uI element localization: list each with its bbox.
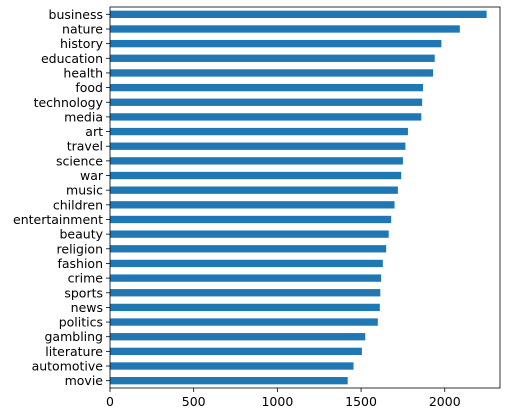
- y-tick-label: health: [63, 65, 103, 80]
- bar-religion: [110, 245, 387, 253]
- y-tick-label: automotive: [32, 359, 104, 374]
- y-tick-label: business: [49, 7, 103, 22]
- y-tick-label: politics: [59, 315, 103, 330]
- y-tick-label: food: [75, 80, 103, 95]
- bar-sports: [110, 289, 381, 297]
- y-tick-label: literature: [45, 344, 103, 359]
- y-tick-label: children: [53, 197, 103, 212]
- bar-war: [110, 171, 402, 180]
- bar-movie: [110, 377, 348, 385]
- bar-nature: [110, 25, 460, 33]
- y-tick-label: music: [66, 183, 103, 198]
- y-axis-ticks: businessnaturehistoryeducationhealthfood…: [13, 7, 110, 388]
- y-tick-label: history: [60, 36, 104, 51]
- bar-travel: [110, 142, 406, 150]
- bar-education: [110, 54, 435, 62]
- bar-news: [110, 303, 380, 312]
- bar-health: [110, 69, 434, 77]
- bar-business: [110, 10, 487, 18]
- y-tick-label: fashion: [57, 256, 103, 271]
- y-tick-label: movie: [65, 373, 104, 388]
- x-tick-label: 500: [182, 394, 206, 409]
- x-tick-label: 0: [106, 394, 114, 409]
- y-tick-label: news: [71, 300, 103, 315]
- bar-crime: [110, 274, 382, 282]
- bar-media: [110, 113, 422, 121]
- y-tick-label: nature: [62, 21, 103, 36]
- bar-history: [110, 39, 442, 48]
- y-tick-label: art: [85, 124, 103, 139]
- bar-entertainment: [110, 215, 392, 224]
- x-tick-label: 1500: [345, 394, 377, 409]
- bars-group: [110, 10, 487, 385]
- y-tick-label: religion: [57, 241, 103, 256]
- bar-beauty: [110, 230, 389, 238]
- bar-science: [110, 157, 403, 165]
- y-tick-label: media: [64, 109, 103, 124]
- bar-art: [110, 127, 408, 136]
- bar-automotive: [110, 362, 354, 370]
- bar-politics: [110, 318, 378, 326]
- y-tick-label: technology: [34, 95, 104, 110]
- bar-music: [110, 186, 398, 194]
- x-tick-label: 2000: [429, 394, 461, 409]
- bar-food: [110, 83, 424, 92]
- bar-fashion: [110, 259, 383, 268]
- y-tick-label: crime: [68, 271, 104, 286]
- y-tick-label: science: [56, 153, 103, 168]
- y-tick-label: beauty: [59, 227, 103, 242]
- y-tick-label: travel: [67, 139, 103, 154]
- bar-children: [110, 201, 395, 209]
- y-tick-label: entertainment: [13, 212, 103, 227]
- y-tick-label: war: [80, 168, 104, 183]
- bar-gambling: [110, 333, 366, 341]
- bar-technology: [110, 98, 423, 106]
- plot-frame: [109, 6, 501, 389]
- y-tick-label: education: [41, 51, 103, 66]
- x-axis-ticks: 0 500 1000 1500 2000: [106, 388, 461, 409]
- x-tick-label: 1000: [261, 394, 293, 409]
- bar-literature: [110, 347, 362, 356]
- y-tick-label: gambling: [44, 329, 103, 344]
- y-tick-label: sports: [64, 285, 103, 300]
